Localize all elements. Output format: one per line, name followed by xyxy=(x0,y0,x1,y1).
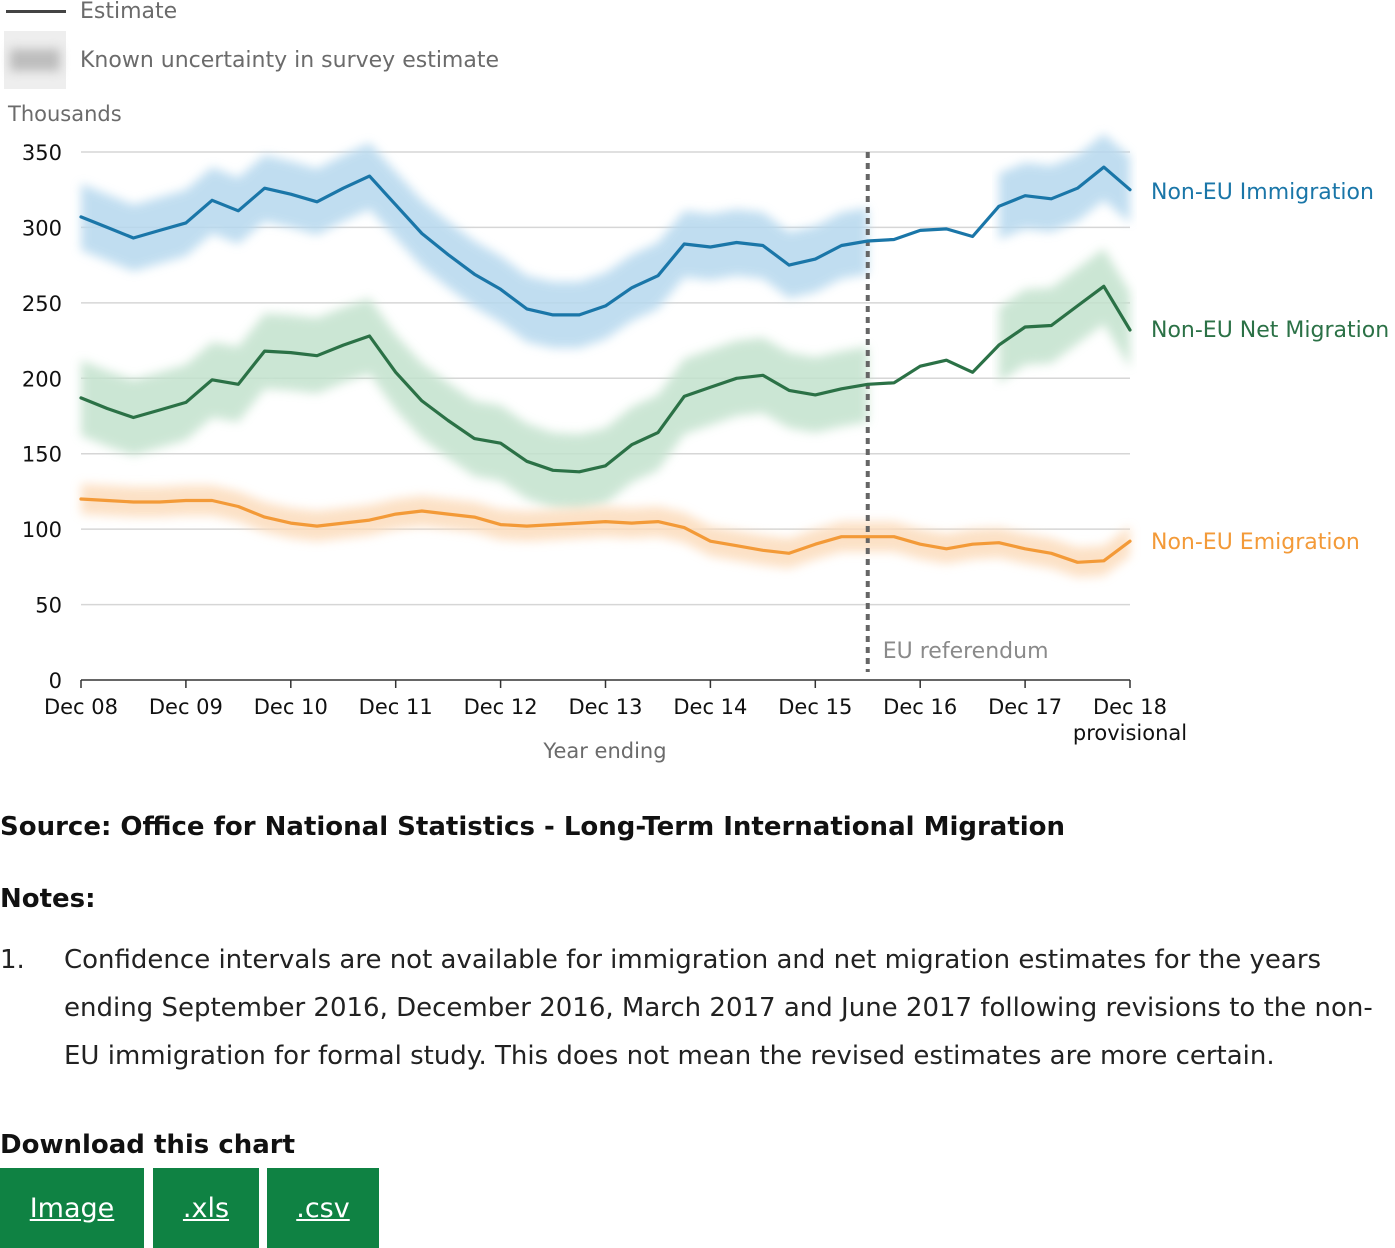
notes-heading: Notes: xyxy=(0,884,96,914)
series-label: Non-EU Net Migration xyxy=(1151,318,1389,343)
x-tick-label: Dec 09 xyxy=(149,695,223,719)
note-item: 1. Confidence intervals are not availabl… xyxy=(0,936,1395,1080)
y-tick-label: 250 xyxy=(22,292,62,316)
x-tick-label: Dec 18 xyxy=(1093,695,1167,719)
y-tick-label: 100 xyxy=(22,518,62,542)
uncertainty-band xyxy=(81,483,1130,578)
x-tick-label: Dec 11 xyxy=(359,695,433,719)
note-number: 1. xyxy=(0,945,25,975)
y-tick-label: 200 xyxy=(22,367,62,391)
x-tick-sublabel: provisional xyxy=(1073,721,1187,745)
note-text: Confidence intervals are not available f… xyxy=(64,945,1373,1071)
legend-uncertainty-swatch xyxy=(4,31,66,89)
y-tick-label: 50 xyxy=(35,594,62,618)
eu-referendum-label: EU referendum xyxy=(883,639,1049,664)
download-heading: Download this chart xyxy=(0,1130,296,1160)
y-tick-label: 150 xyxy=(22,443,62,467)
legend-estimate-label: Estimate xyxy=(80,0,178,24)
y-tick-label: 300 xyxy=(22,216,62,240)
x-tick-label: Dec 10 xyxy=(254,695,328,719)
download-xls-button[interactable]: .xls xyxy=(153,1168,259,1248)
x-axis-title: Year ending xyxy=(542,739,666,763)
series-label: Non-EU Emigration xyxy=(1151,530,1360,555)
legend-uncertainty: Known uncertainty in survey estimate xyxy=(0,30,499,90)
chart-source: Source: Office for National Statistics -… xyxy=(0,812,1066,842)
x-tick-label: Dec 15 xyxy=(778,695,852,719)
migration-line-chart: Thousands EU referendum 0 50 100 150 200 250 3… xyxy=(7,102,1389,763)
y-tick-label: 0 xyxy=(49,669,62,693)
uncertainty-band xyxy=(998,133,1130,240)
series-line xyxy=(79,497,1132,564)
y-axis-title: Thousands xyxy=(7,102,122,126)
uncertainty-band xyxy=(81,142,868,349)
series-line xyxy=(79,284,1132,474)
legend-line-swatch xyxy=(6,9,66,13)
legend-estimate: Estimate xyxy=(0,0,177,28)
x-tick-label: Dec 16 xyxy=(883,695,957,719)
x-tick-label: Dec 12 xyxy=(464,695,538,719)
x-tick-label: Dec 17 xyxy=(988,695,1062,719)
x-tick-label: Dec 13 xyxy=(568,695,642,719)
uncertainty-band xyxy=(81,298,868,510)
legend-uncertainty-label: Known uncertainty in survey estimate xyxy=(80,47,499,73)
download-image-button[interactable]: Image xyxy=(0,1168,144,1248)
download-csv-button[interactable]: .csv xyxy=(267,1168,379,1248)
series-line xyxy=(79,165,1132,317)
x-tick-label: Dec 14 xyxy=(673,695,747,719)
y-tick-label: 350 xyxy=(22,141,62,165)
x-tick-label: Dec 08 xyxy=(44,695,118,719)
series-label: Non-EU Immigration xyxy=(1151,180,1374,205)
